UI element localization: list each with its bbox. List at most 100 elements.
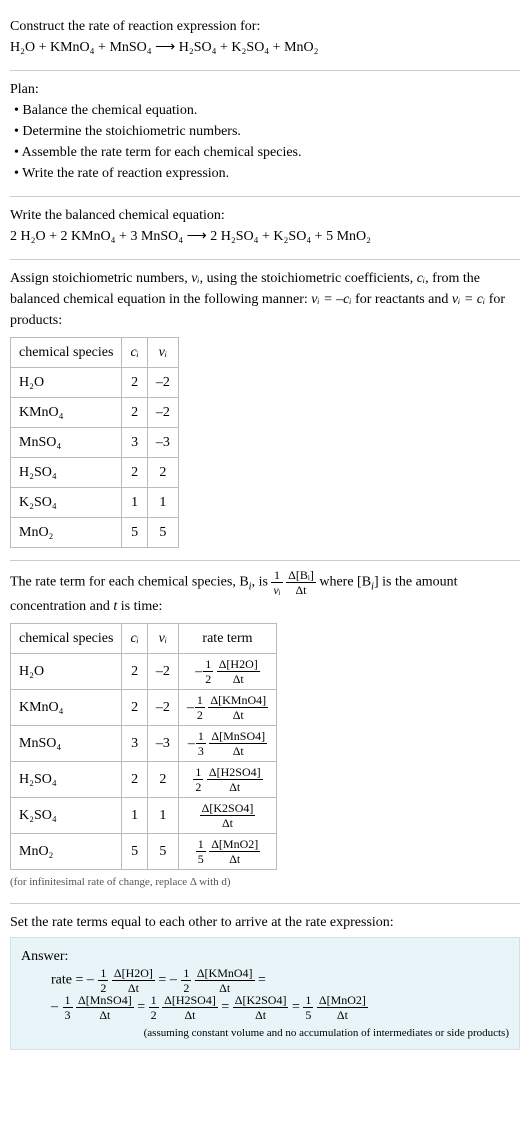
cell-species: H₂SO₄: [11, 458, 122, 488]
balanced-rhs: 2 H₂SO₄ + K₂SO₄ + 5 MnO₂: [210, 229, 371, 244]
problem-statement: Construct the rate of reaction expressio…: [10, 8, 520, 71]
plan-item: • Balance the chemical equation.: [10, 100, 520, 121]
cell-c: 1: [122, 798, 147, 834]
text: where [B: [319, 575, 371, 590]
col-c: cᵢ: [122, 338, 147, 368]
table-row: MnO₂5515 Δ[MnO2]Δt: [11, 834, 277, 870]
nu-eq-neg-c: νᵢ = –cᵢ: [311, 292, 351, 307]
rate-expression: rate = – 12 Δ[H2O]Δt = – 12 Δ[KMnO4]Δt =…: [21, 967, 509, 1021]
term: – 12 Δ[KMnO4]Δt: [170, 972, 255, 987]
cell-species: KMnO₄: [11, 398, 122, 428]
cell-species: H₂O: [11, 368, 122, 398]
cell-v: –3: [147, 428, 178, 458]
term: Δ[K2SO4]Δt: [233, 999, 289, 1014]
col-species: chemical species: [11, 338, 122, 368]
cell-c: 3: [122, 428, 147, 458]
unbalanced-equation: H₂O + KMnO₄ + MnSO₄ ⟶ H₂SO₄ + K₂SO₄ + Mn…: [10, 37, 520, 58]
cell-rate: –12 Δ[H2O]Δt: [178, 654, 276, 690]
term: – 13 Δ[MnSO4]Δt: [51, 999, 134, 1014]
cell-c: 5: [122, 518, 147, 548]
cell-rate: –13 Δ[MnSO4]Δt: [178, 726, 276, 762]
col-rate: rate term: [178, 624, 276, 654]
col-species: chemical species: [11, 624, 122, 654]
cell-v: –2: [147, 368, 178, 398]
cell-v: 2: [147, 458, 178, 488]
cell-c: 2: [122, 762, 147, 798]
cell-species: MnSO₄: [11, 726, 122, 762]
cell-c: 1: [122, 488, 147, 518]
cell-rate: –12 Δ[KMnO4]Δt: [178, 690, 276, 726]
eq-rhs: H₂SO₄ + K₂SO₄ + MnO₂: [179, 40, 319, 55]
text: is time:: [117, 599, 162, 614]
c-i: cᵢ: [417, 271, 425, 286]
cell-rate: Δ[K2SO4]Δt: [178, 798, 276, 834]
cell-c: 2: [122, 458, 147, 488]
delta-bi-over-dt: Δ[Bᵢ]Δt: [286, 569, 316, 596]
one-over-nu: 1νᵢ: [271, 569, 282, 596]
eq-sign: =: [292, 999, 303, 1014]
cell-c: 5: [122, 834, 147, 870]
table-row: H₂SO₄2212 Δ[H2SO4]Δt: [11, 762, 277, 798]
cell-species: MnSO₄: [11, 428, 122, 458]
term: 12 Δ[H2SO4]Δt: [149, 999, 218, 1014]
nu-i: νᵢ: [191, 271, 199, 286]
stoich-table-1: chemical species cᵢ νᵢ H₂O2–2 KMnO₄2–2 M…: [10, 337, 179, 548]
table-row: KMnO₄2–2–12 Δ[KMnO4]Δt: [11, 690, 277, 726]
eq-sign: =: [137, 999, 148, 1014]
col-v: νᵢ: [147, 624, 178, 654]
cell-v: –2: [147, 398, 178, 428]
cell-species: KMnO₄: [11, 690, 122, 726]
cell-c: 2: [122, 398, 147, 428]
balanced-equation: 2 H₂O + 2 KMnO₄ + 3 MnSO₄ ⟶ 2 H₂SO₄ + K₂…: [10, 226, 520, 247]
rateterm-section: The rate term for each chemical species,…: [10, 561, 520, 904]
cell-species: H₂SO₄: [11, 762, 122, 798]
cell-v: –2: [147, 690, 178, 726]
table-row: H₂O2–2–12 Δ[H2O]Δt: [11, 654, 277, 690]
eq-sign: =: [221, 999, 232, 1014]
cell-c: 3: [122, 726, 147, 762]
cell-v: –3: [147, 726, 178, 762]
term: – 12 Δ[H2O]Δt: [87, 972, 155, 987]
table-header-row: chemical species cᵢ νᵢ rate term: [11, 624, 277, 654]
text: The rate term for each chemical species,…: [10, 575, 249, 590]
cell-c: 2: [122, 654, 147, 690]
cell-rate: 12 Δ[H2SO4]Δt: [178, 762, 276, 798]
table-row: K₂SO₄11: [11, 488, 179, 518]
balanced-section: Write the balanced chemical equation: 2 …: [10, 197, 520, 260]
rateterm-intro: The rate term for each chemical species,…: [10, 569, 520, 617]
cell-v: 1: [147, 488, 178, 518]
table-row: KMnO₄2–2: [11, 398, 179, 428]
table-row: K₂SO₄11Δ[K2SO4]Δt: [11, 798, 277, 834]
set-equal-text: Set the rate terms equal to each other t…: [10, 912, 520, 933]
table-header-row: chemical species cᵢ νᵢ: [11, 338, 179, 368]
answer-box: Answer: rate = – 12 Δ[H2O]Δt = – 12 Δ[KM…: [10, 937, 520, 1051]
assign-section: Assign stoichiometric numbers, νᵢ, using…: [10, 260, 520, 561]
cell-c: 2: [122, 690, 147, 726]
balanced-lhs: 2 H₂O + 2 KMnO₄ + 3 MnSO₄: [10, 229, 183, 244]
assign-text: Assign stoichiometric numbers, νᵢ, using…: [10, 268, 520, 331]
plan-item: • Write the rate of reaction expression.: [10, 163, 520, 184]
col-v: νᵢ: [147, 338, 178, 368]
plan-title: Plan:: [10, 79, 520, 100]
set-equal-section: Set the rate terms equal to each other t…: [10, 904, 520, 1063]
arrow-icon: ⟶: [187, 229, 207, 244]
cell-v: 5: [147, 834, 178, 870]
cell-c: 2: [122, 368, 147, 398]
table-row: H₂O2–2: [11, 368, 179, 398]
plan-section: Plan: • Balance the chemical equation. •…: [10, 71, 520, 197]
cell-v: –2: [147, 654, 178, 690]
eq-lhs: H₂O + KMnO₄ + MnSO₄: [10, 40, 152, 55]
stoich-table-2: chemical species cᵢ νᵢ rate term H₂O2–2–…: [10, 623, 277, 870]
col-c: cᵢ: [122, 624, 147, 654]
answer-label: Answer:: [21, 946, 509, 967]
cell-species: K₂SO₄: [11, 488, 122, 518]
cell-v: 2: [147, 762, 178, 798]
cell-v: 5: [147, 518, 178, 548]
table-row: H₂SO₄22: [11, 458, 179, 488]
text: Assign stoichiometric numbers,: [10, 271, 191, 286]
term: 15 Δ[MnO2]Δt: [303, 999, 368, 1014]
table-row: MnSO₄3–3: [11, 428, 179, 458]
table-row: MnSO₄3–3–13 Δ[MnSO4]Δt: [11, 726, 277, 762]
nu-eq-c: νᵢ = cᵢ: [452, 292, 485, 307]
plan-item: • Determine the stoichiometric numbers.: [10, 121, 520, 142]
